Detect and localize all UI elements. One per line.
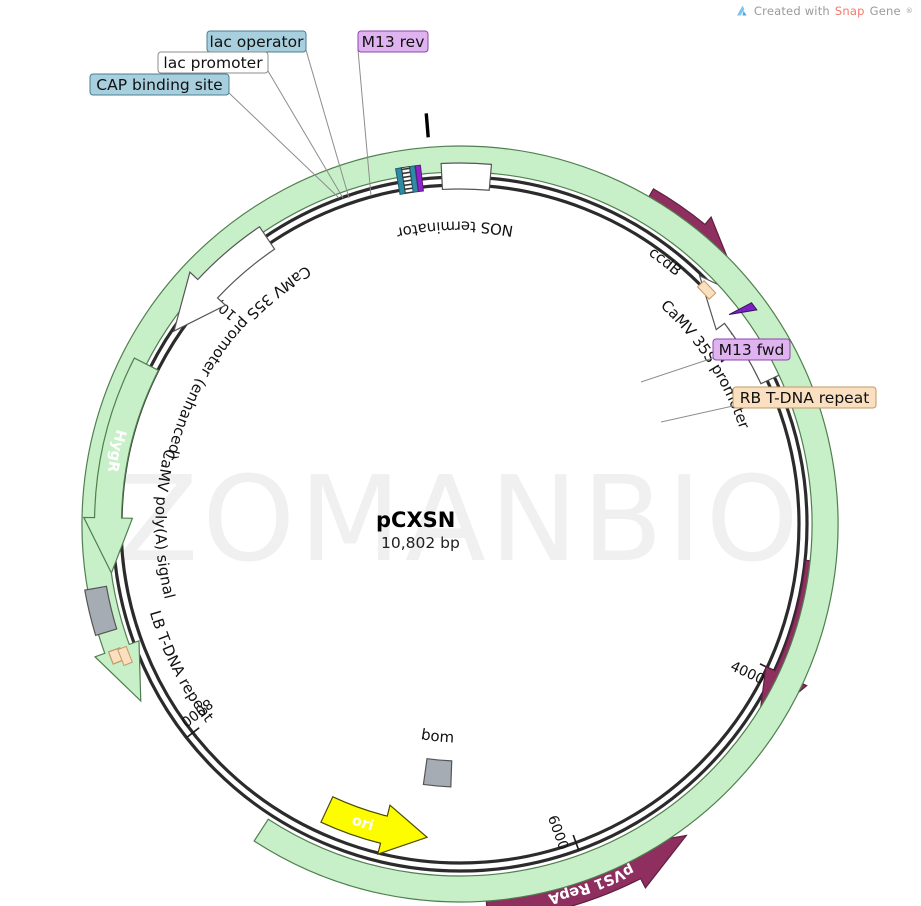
lb-t-dna-repeat-box [117, 645, 134, 667]
ruler-tick: 6000 [544, 813, 580, 852]
credit-registered-mark: ® [905, 7, 913, 15]
snapgene-logo-icon [736, 5, 747, 16]
callout-leader-line [267, 70, 344, 199]
credit-prefix: Created with [753, 4, 830, 18]
feature-ori: ori [320, 796, 429, 856]
feature-hygr: HygR [82, 357, 160, 575]
callout-lac-operator[interactable]: lac operator [206, 30, 350, 199]
callout-label-text: M13 rev [362, 33, 425, 51]
small-feature-boxes [117, 279, 717, 667]
callout-m13-rev[interactable]: M13 rev [357, 30, 429, 197]
feature-label: LB T-DNA repeat [146, 608, 217, 725]
callout-labels: lac operator lac promoter CAP binding site… [89, 30, 877, 423]
page-title: pCXSN [376, 508, 455, 532]
watermark-text: ZOMANBIO [117, 450, 802, 588]
credit-brand-gene: Gene [869, 4, 901, 18]
callout-label-text: CAP binding site [96, 76, 222, 94]
ruler-tick-label: 6000 [544, 813, 571, 852]
callout-cap-binding-site[interactable]: CAP binding site [89, 73, 340, 199]
callout-leader-line [660, 405, 734, 423]
mcs-feature-cluster [395, 164, 424, 195]
callout-label-text: M13 fwd [719, 341, 785, 359]
m13-rev-primer [424, 113, 430, 138]
snapgene-credit: Created with Snap Gene ® [735, 4, 913, 18]
callout-box [732, 386, 877, 409]
callout-leader-line [305, 49, 350, 199]
feature-camv-35s-promoter-enhanced: CaMV 35S promoter (enhanced) [163, 225, 314, 461]
feature-label: bom [420, 725, 455, 746]
callout-lac-promoter[interactable]: lac promoter [157, 51, 344, 199]
feature-label: NOS terminator [394, 217, 514, 242]
rb-t-dna-repeat-box [696, 279, 717, 300]
m13-fwd-primer-box [414, 164, 424, 193]
callout-rb-t-dna-repeat[interactable]: RB T-DNA repeat [660, 386, 877, 423]
feature-label: ori [350, 812, 376, 834]
feature-bom: bom [420, 725, 455, 788]
callout-label-text: lac operator [210, 33, 305, 51]
callout-leader-line [357, 49, 372, 197]
callout-box [157, 51, 269, 74]
primer-markers [424, 113, 758, 316]
ruler-tick-label: 4000 [728, 659, 767, 689]
callout-label-text: RB T-DNA repeat [740, 389, 870, 407]
callout-m13-fwd[interactable]: M13 fwd [640, 338, 791, 383]
credit-brand-snap: Snap [834, 4, 865, 18]
callout-box [712, 338, 791, 361]
callout-leader-line [228, 92, 340, 199]
callout-leader-line [640, 357, 714, 383]
callout-box [357, 30, 429, 53]
m13-fwd-primer-arrow [728, 302, 758, 316]
plasmid-size-label: 10,802 bp [381, 534, 460, 552]
feature-label: KanR [169, 747, 209, 789]
callout-label-text: lac promoter [163, 54, 263, 72]
callout-box [89, 73, 230, 96]
